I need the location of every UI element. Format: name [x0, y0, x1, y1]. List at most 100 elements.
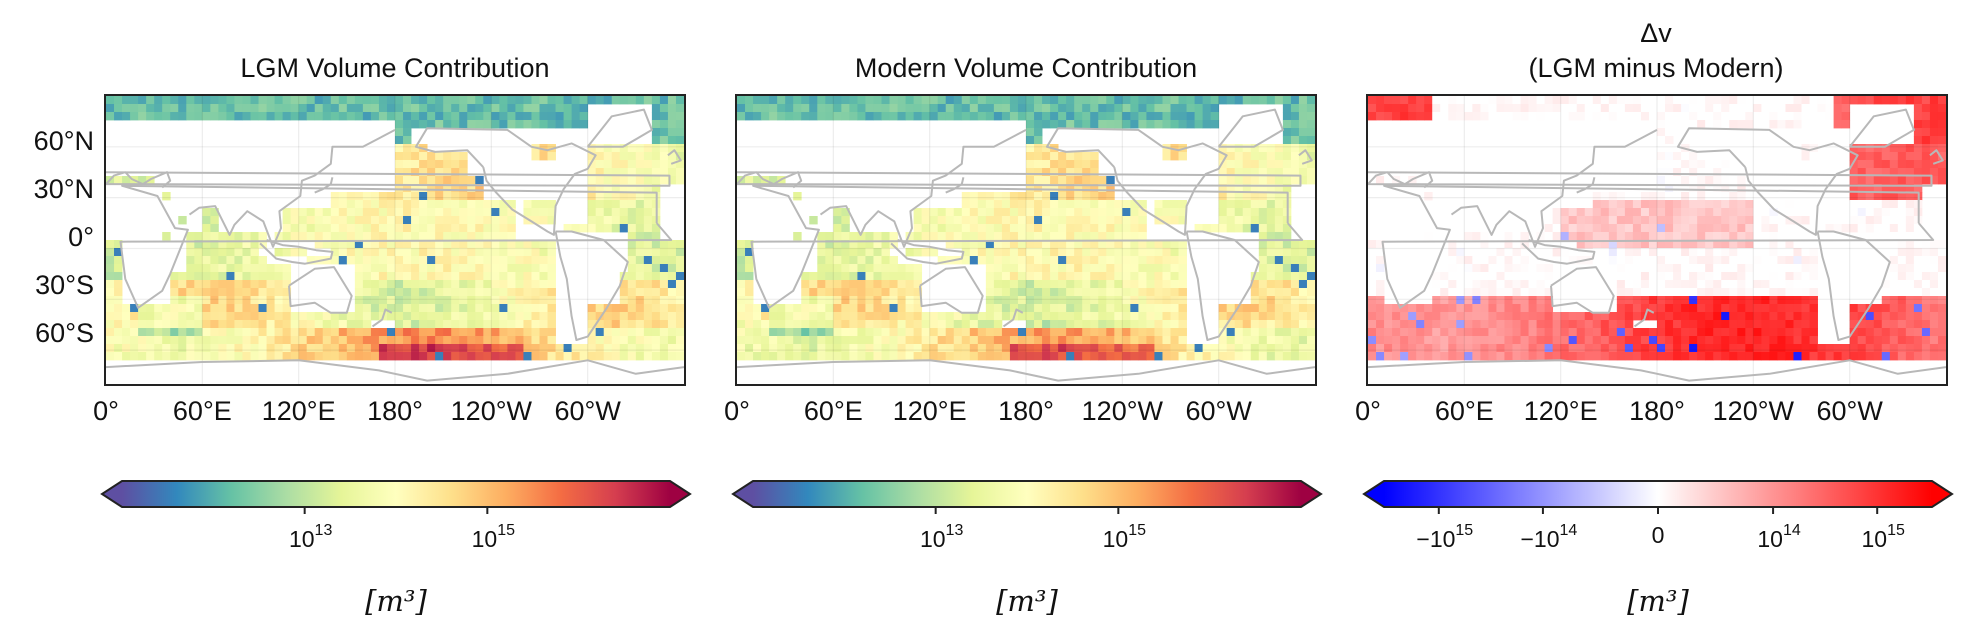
heat-cell	[1681, 328, 1690, 337]
heat-cell	[250, 320, 259, 329]
heat-cell	[419, 248, 428, 257]
heat-cell	[1905, 184, 1915, 193]
heat-cell	[210, 208, 219, 217]
heat-cell	[378, 264, 388, 273]
heat-cell	[459, 216, 468, 225]
heat-cell	[1504, 280, 1513, 289]
map-modern	[735, 94, 1317, 386]
heat-cell	[1705, 288, 1714, 297]
heat-cell	[1026, 312, 1035, 321]
heat-cell	[985, 208, 995, 217]
heat-cell	[675, 288, 684, 297]
heat-cell	[1608, 200, 1618, 209]
heat-cell	[515, 112, 524, 121]
heat-cell	[1705, 96, 1714, 105]
heat-cell	[873, 232, 882, 241]
heat-cell	[475, 248, 484, 257]
heat-cell	[1504, 288, 1513, 297]
heat-cell	[825, 248, 834, 257]
heat-cell	[627, 216, 637, 225]
heat-cell	[1592, 352, 1602, 361]
heat-cell	[1937, 152, 1946, 161]
heat-cell	[1665, 152, 1674, 161]
heat-cell	[1416, 344, 1425, 353]
heat-cell	[1138, 288, 1147, 297]
heat-cell	[1785, 328, 1794, 337]
heat-cell	[1496, 344, 1505, 353]
heat-cell	[929, 312, 939, 321]
heat-cell	[1520, 320, 1529, 329]
heat-cell	[483, 304, 492, 313]
heat-cell	[1745, 96, 1754, 105]
heat-cell	[547, 272, 556, 281]
heat-cell	[459, 184, 468, 193]
heat-cell	[1673, 144, 1682, 153]
heat-cell	[1146, 272, 1155, 281]
heat-cell	[881, 96, 890, 105]
heat-cell	[499, 272, 508, 281]
heat-cell	[467, 120, 476, 129]
heat-cell	[443, 152, 452, 161]
heat-cell	[985, 328, 995, 337]
heat-cell	[1937, 344, 1946, 353]
heat-cell	[985, 296, 995, 305]
heat-cell	[1170, 208, 1179, 217]
heat-cell	[881, 240, 890, 249]
heat-cell	[451, 216, 460, 225]
heat-cell	[1801, 328, 1810, 337]
heat-cell	[627, 232, 637, 241]
heat-cell	[1929, 320, 1939, 329]
heat-cell	[1632, 272, 1642, 281]
heat-cell	[154, 96, 163, 105]
heat-cell	[865, 352, 874, 361]
heat-cell	[1042, 304, 1051, 313]
heat-cell	[1897, 256, 1907, 265]
heat-cell	[234, 320, 243, 329]
heat-cell	[1889, 240, 1899, 249]
heat-cell	[769, 336, 778, 345]
heat-cell	[1713, 352, 1722, 361]
heat-cell	[322, 352, 332, 361]
heat-cell	[1600, 240, 1610, 249]
heat-cell	[1480, 320, 1489, 329]
heat-cell	[1849, 320, 1859, 329]
heat-cell	[1392, 344, 1401, 353]
colorbar-modern	[731, 480, 1323, 514]
heat-cell	[635, 296, 645, 305]
heat-cell	[675, 264, 684, 273]
heat-cell	[1681, 248, 1690, 257]
heat-cell	[1937, 272, 1946, 281]
heat-cell	[1234, 344, 1244, 353]
heat-cell	[555, 112, 564, 121]
heat-cell	[1098, 272, 1107, 281]
heat-cell	[905, 304, 915, 313]
heat-cell	[210, 352, 219, 361]
heat-cell	[467, 312, 476, 321]
heat-cell	[889, 288, 898, 297]
heat-cell	[1777, 304, 1786, 313]
heat-cell	[1857, 160, 1867, 169]
heat-cell	[1801, 96, 1810, 105]
heat-cell	[507, 96, 516, 105]
heat-cell	[1600, 256, 1610, 265]
heat-cell	[443, 232, 452, 241]
heat-cell	[1801, 320, 1810, 329]
heat-cell	[1857, 336, 1867, 345]
heat-cell	[1488, 344, 1497, 353]
heat-cell	[833, 272, 842, 281]
heat-cell	[1929, 144, 1939, 153]
heat-cell	[386, 240, 396, 249]
heat-cell	[889, 328, 898, 337]
heat-cell	[1785, 312, 1794, 321]
heat-cell	[1282, 104, 1292, 113]
heat-cell	[1745, 200, 1754, 209]
heat-cell	[539, 208, 548, 217]
heat-cell	[1074, 232, 1083, 241]
heat-cell	[1761, 320, 1770, 329]
heat-cell	[1584, 96, 1594, 105]
heat-cell	[985, 344, 995, 353]
heat-cell	[1769, 256, 1778, 265]
heat-cell	[1058, 272, 1067, 281]
heat-cell	[865, 336, 874, 345]
heat-cell	[1697, 304, 1706, 313]
